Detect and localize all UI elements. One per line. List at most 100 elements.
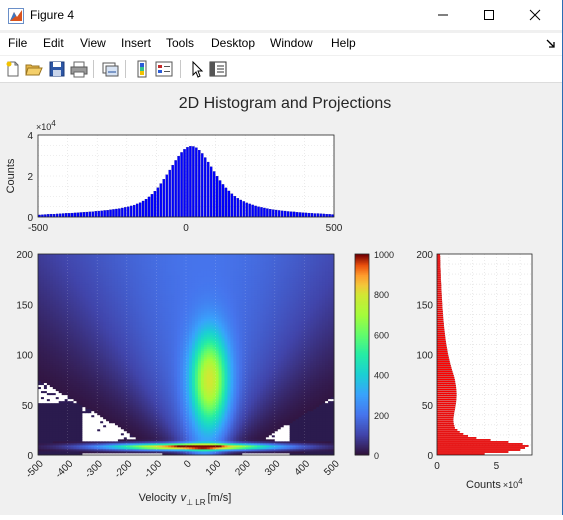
toolbar-separator xyxy=(93,60,94,78)
y-tick-label: 4 xyxy=(27,131,33,142)
histogram-bar xyxy=(142,201,144,217)
histogram-bar xyxy=(151,194,153,217)
close-button[interactable] xyxy=(512,0,558,30)
histogram-bar xyxy=(299,212,301,217)
histogram-bar xyxy=(74,213,76,217)
property-inspector-icon[interactable] xyxy=(209,60,227,78)
minimize-icon xyxy=(437,9,449,21)
histogram-bar xyxy=(109,210,111,217)
histogram-bar xyxy=(163,179,165,217)
histogram-bar xyxy=(133,205,135,217)
minimize-button[interactable] xyxy=(420,0,466,30)
histogram-bar xyxy=(50,214,52,217)
histogram-bar xyxy=(175,160,177,217)
histogram-bar xyxy=(189,146,191,217)
histogram-bar xyxy=(252,205,254,217)
histogram-bar xyxy=(293,212,295,217)
histogram-bar xyxy=(68,213,70,217)
print-icon[interactable] xyxy=(70,60,88,78)
histogram-bar xyxy=(228,191,230,217)
histogram-bar xyxy=(92,212,94,217)
histogram-bar xyxy=(216,176,218,217)
histogram-bar xyxy=(59,214,61,217)
histogram-bar xyxy=(77,213,79,217)
histogram-bar xyxy=(254,206,256,217)
histogram-bar xyxy=(296,212,298,217)
histogram-bar xyxy=(222,184,224,217)
maximize-button[interactable] xyxy=(466,0,512,30)
histogram-bar xyxy=(83,212,85,217)
histogram-bar xyxy=(210,167,212,217)
menu-file[interactable]: File xyxy=(8,36,27,50)
menu-tools[interactable]: Tools xyxy=(166,36,194,50)
histogram-bar xyxy=(180,152,182,217)
menu-insert[interactable]: Insert xyxy=(121,36,151,50)
histogram-bar xyxy=(89,212,91,217)
colorbar-icon[interactable] xyxy=(133,60,151,78)
histogram-bar xyxy=(219,181,221,217)
histogram-bar xyxy=(234,196,236,217)
dock-arrow-icon[interactable] xyxy=(546,39,555,48)
histogram-bar xyxy=(104,210,106,217)
menu-bar: File Edit View Insert Tools Desktop Wind… xyxy=(0,33,562,55)
histogram-bar xyxy=(278,210,280,217)
histogram-bar xyxy=(269,209,271,217)
histogram-bar xyxy=(186,147,188,217)
histogram-bar xyxy=(192,146,194,217)
histogram-bar xyxy=(86,212,88,217)
histogram-bar xyxy=(115,209,117,217)
close-icon xyxy=(529,9,541,21)
open-file-icon[interactable] xyxy=(25,60,43,78)
histogram-bar xyxy=(240,200,242,217)
histogram-bar xyxy=(169,170,171,217)
histogram-bar xyxy=(118,209,120,217)
histogram-bar xyxy=(95,211,97,217)
histogram-bar xyxy=(246,203,248,217)
title-bar[interactable]: Figure 4 xyxy=(0,0,562,30)
legend-icon[interactable] xyxy=(155,60,173,78)
histogram-bar xyxy=(198,150,200,217)
histogram-bar xyxy=(311,213,313,217)
histogram-bar xyxy=(305,213,307,217)
histogram-bar xyxy=(320,214,322,217)
link-plot-icon[interactable] xyxy=(101,60,119,78)
x-tick-label: -500 xyxy=(28,223,48,234)
histogram-bar xyxy=(157,188,159,217)
histogram-bar xyxy=(62,214,64,217)
histogram-bar xyxy=(308,213,310,217)
y-tick-label: 0 xyxy=(27,213,33,224)
pointer-icon[interactable] xyxy=(188,60,206,78)
histogram-bar xyxy=(317,214,319,217)
menu-help[interactable]: Help xyxy=(331,36,356,50)
histogram-bar xyxy=(314,214,316,217)
histogram-bar xyxy=(160,184,162,217)
x-tick-label: 500 xyxy=(326,223,343,234)
save-icon[interactable] xyxy=(48,60,66,78)
histogram-bar xyxy=(166,175,168,217)
histogram-bar xyxy=(201,153,203,217)
histogram-bar xyxy=(56,214,58,217)
toolbar-separator xyxy=(125,60,126,78)
histogram-bar xyxy=(183,149,185,217)
histogram-bar xyxy=(290,212,292,217)
histogram-bar xyxy=(323,214,325,217)
menu-window[interactable]: Window xyxy=(270,36,313,50)
histogram-bar xyxy=(148,197,150,217)
top-exponent: ×104 xyxy=(36,119,56,132)
histogram-bar xyxy=(80,212,82,217)
menu-view[interactable]: View xyxy=(80,36,106,50)
histogram-bar xyxy=(106,210,108,217)
y-tick-label: 2 xyxy=(27,172,33,183)
new-figure-icon[interactable] xyxy=(4,60,22,78)
histogram-bar xyxy=(260,207,262,217)
histogram-bar xyxy=(302,213,304,217)
histogram-bar xyxy=(287,211,289,217)
histogram-bar xyxy=(53,214,55,217)
histogram-bar xyxy=(225,188,227,217)
menu-desktop[interactable]: Desktop xyxy=(211,36,255,50)
figure-title: 2D Histogram and Projections xyxy=(179,95,392,112)
window-title: Figure 4 xyxy=(30,8,74,22)
menu-edit[interactable]: Edit xyxy=(43,36,64,50)
